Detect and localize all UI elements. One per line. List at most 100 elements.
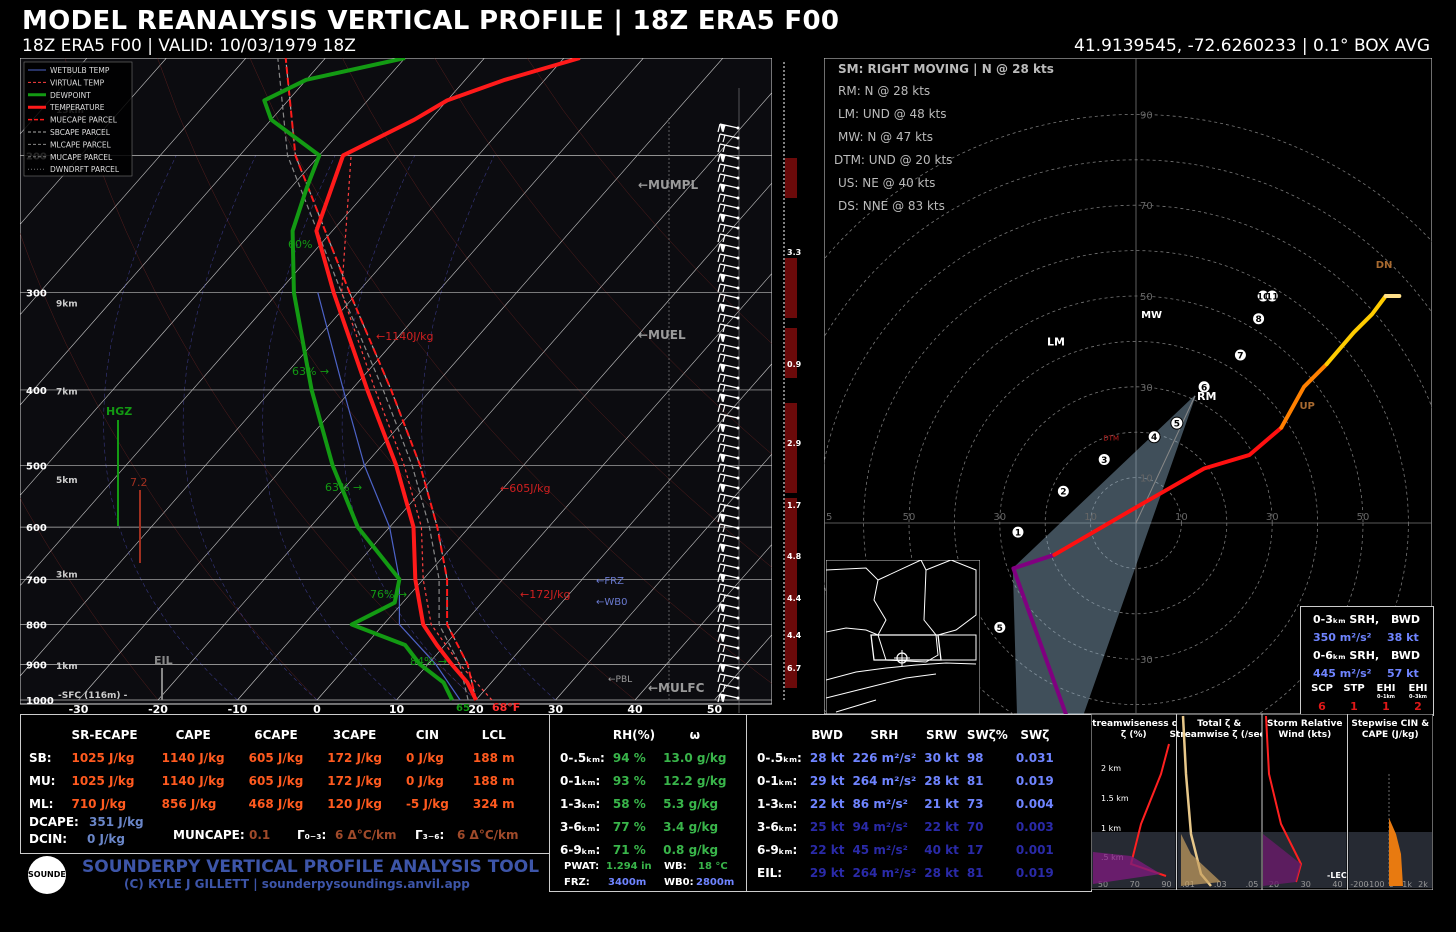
bwd-03-value: 38 kt <box>1387 631 1419 644</box>
mini-panel-title: Wind (kts) <box>1278 730 1331 740</box>
moisture-panel: RH(%) ω 0-.5ₖₘ: 94 % 13.0 g/kg 0-1ₖₘ: 93 % 12.2… <box>549 714 747 892</box>
map-coast <box>826 662 977 713</box>
wind-barb <box>717 553 740 563</box>
pwat-value: 1.294 in <box>606 861 652 872</box>
isotherm <box>78 58 644 701</box>
bwd-06-label-2: BWD <box>1391 649 1421 662</box>
wind-barb <box>717 603 740 613</box>
table-row: 3-6ₖₘ: 77 % 3.4 g/kg <box>556 815 730 838</box>
srh-03-label: 0-3ₖₘ SRH, <box>1313 613 1380 626</box>
table-row: EIL: 29 kt 264 m²/s² 28 kt 81 0.019 <box>753 861 1058 884</box>
table-cell: 120 J/kg <box>327 796 382 811</box>
wind-barb <box>717 243 740 253</box>
table-cell: 45 m²/s² <box>852 842 908 857</box>
row-label: EIL: <box>757 865 783 880</box>
annotation-eil: EIL <box>154 654 173 667</box>
wind-barb <box>717 373 740 383</box>
lec-label: -LEC <box>1327 871 1347 880</box>
legend-entry: DWNDRFT PARCEL <box>50 165 120 174</box>
table-cell: 1140 J/kg <box>161 773 225 788</box>
inflow-value: 2.9 <box>787 439 802 448</box>
wind-barb <box>717 403 740 413</box>
header-cell <box>556 723 609 746</box>
tool-name: SOUNDERPY VERTICAL PROFILE ANALYSIS TOOL <box>82 857 540 877</box>
hodo-segment <box>1324 294 1388 367</box>
table-cell: 28 kt <box>924 865 959 880</box>
page-title: MODEL REANALYSIS VERTICAL PROFILE | 18Z … <box>22 6 840 36</box>
wind-barb <box>717 463 740 473</box>
wb-label: WB: <box>664 861 687 872</box>
wind-barb <box>717 343 740 353</box>
inflow-bar <box>785 403 797 493</box>
svg-text:5: 5 <box>1174 420 1180 430</box>
x-tick-label: 30 <box>993 512 1006 523</box>
table-cell: 29 kt <box>809 865 845 880</box>
row-label: 6-9ₖₘ: <box>757 842 798 857</box>
srw-curve <box>1265 715 1303 883</box>
series-temperature <box>314 58 581 701</box>
legend-entry: MUCAPE PARCEL <box>50 153 113 162</box>
table-cell: 86 m²/s² <box>852 796 908 811</box>
credit-text: (C) KYLE J GILLETT | sounderpysoundings.… <box>124 877 470 891</box>
annotation-rh63b: 63% → <box>325 481 362 494</box>
mini-panel-title: ζ (%) <box>1121 730 1147 740</box>
table-cell: 226 m²/s² <box>852 750 917 765</box>
mini-panel: Stepwise CIN &CAPE (J/kg)-200-10001k2k <box>1347 714 1433 890</box>
annotation-mumpl: ←MUMPL <box>638 178 698 192</box>
hodo-height-marker: 5 <box>1170 416 1184 430</box>
wind-barb <box>717 473 740 483</box>
isotherm <box>555 453 772 701</box>
storm-motion-line: DS: NNE @ 83 kts <box>838 199 945 213</box>
dry-adiabat <box>157 58 636 701</box>
hodo-segment <box>1279 362 1329 430</box>
annotation-rh63a: 63% → <box>292 365 329 378</box>
annotation-hgz: HGZ <box>106 405 132 418</box>
srh-06-value: 445 m²/s² <box>1313 667 1372 680</box>
x-tick-label: 50 <box>903 512 916 523</box>
wind-barb <box>717 133 740 143</box>
annotation-frz: ←FRZ <box>596 576 624 587</box>
row-label: 1-3ₖₘ: <box>560 796 601 811</box>
table-cell: 0.019 <box>1015 865 1054 880</box>
table-cell: 0 J/kg <box>405 750 444 765</box>
dry-adiabat <box>526 58 772 345</box>
table-row: ML: 710 J/kg 856 J/kg 468 J/kg 120 J/kg -5 J/… <box>25 792 527 815</box>
lapse-03-label: Γ₀₋₃: <box>297 828 327 842</box>
table-cell: 30 kt <box>924 750 959 765</box>
temperature-tick: 40 <box>627 703 643 714</box>
svg-text:11: 11 <box>1266 293 1279 303</box>
table-cell: 73 <box>966 796 984 811</box>
legend-entry: WETBULB TEMP <box>50 66 110 75</box>
table-cell: 605 J/kg <box>248 750 304 765</box>
table-row: 0-.5ₖₘ: 94 % 13.0 g/kg <box>556 746 730 769</box>
annotation-rh65: 65 <box>456 703 470 714</box>
table-cell: 21 kt <box>924 796 959 811</box>
hodo-height-marker: 2 <box>1056 484 1070 498</box>
annotation-cape1: ←1140J/kg <box>376 330 434 343</box>
wind-barb <box>717 433 740 443</box>
svg-text:8: 8 <box>1255 315 1261 325</box>
wind-barb <box>717 683 740 693</box>
annotation-lapse: 7.2 <box>130 476 148 489</box>
height-label: 9km <box>56 300 78 310</box>
dcin-value: 0 J/kg <box>87 832 125 846</box>
wb-value: 18 °C <box>698 861 728 872</box>
table-cell: 710 J/kg <box>71 796 127 811</box>
row-label: SB: <box>29 750 52 765</box>
mini-profile-panels: Streamwiseness ofζ (%) 50 70 90 Total ζ &Str… <box>1091 714 1433 890</box>
table-cell: 5.3 g/kg <box>663 796 719 811</box>
table-row: 6-9ₖₘ: 71 % 0.8 g/kg <box>556 838 730 861</box>
isotherm <box>396 272 772 701</box>
wind-barb <box>717 263 740 273</box>
table-cell: 468 J/kg <box>248 796 304 811</box>
inflow-bar <box>785 588 797 678</box>
annotation-cape3: ←172J/kg <box>520 588 571 601</box>
isotherm <box>237 92 772 701</box>
hodo-height-marker: 4 <box>1147 430 1161 444</box>
wind-barb <box>717 303 740 313</box>
row-label: 3-6ₖₘ: <box>757 819 798 834</box>
x-tick-label: 50 <box>1357 512 1370 523</box>
height-label: -SFC (116m) - <box>58 691 128 701</box>
header-cell: SR-ECAPE <box>71 727 138 742</box>
header-cell: SRW <box>925 727 958 742</box>
